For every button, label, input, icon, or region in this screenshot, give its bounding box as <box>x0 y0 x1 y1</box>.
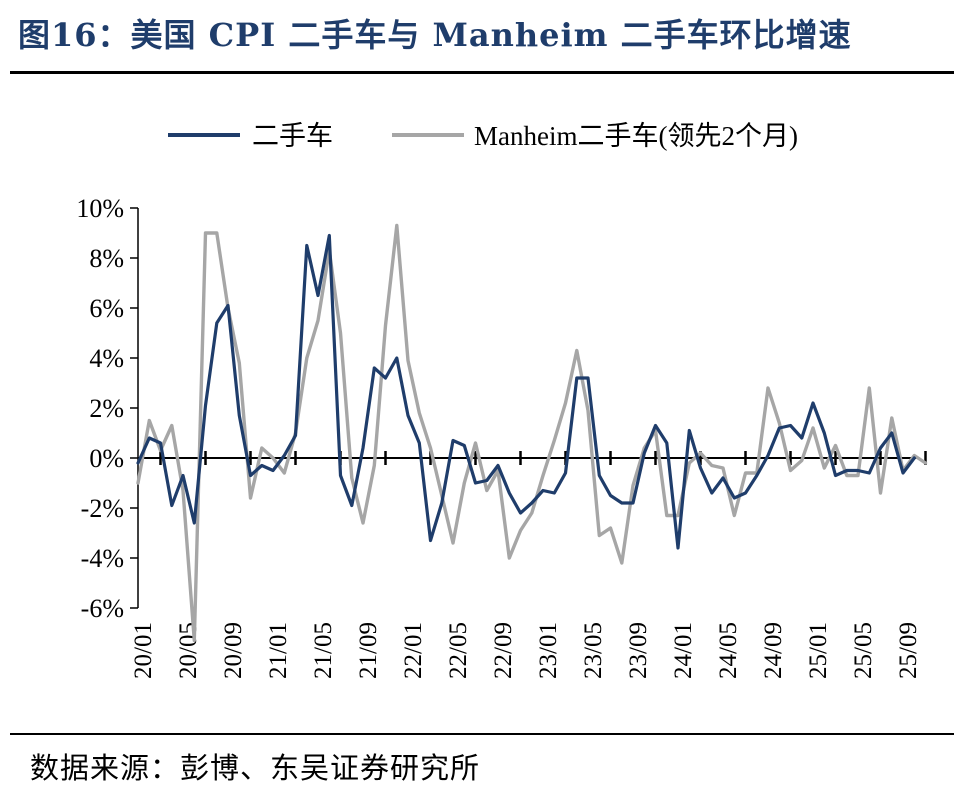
y-tick-label: 2% <box>89 394 124 423</box>
y-tick-label: 0% <box>89 444 124 473</box>
y-tick-label: 8% <box>89 244 124 273</box>
series-line-cpi <box>136 233 916 550</box>
chart-title: 图16：美国 CPI 二手车与 Manheim 二手车环比增速 <box>18 16 852 54</box>
x-tick-label: 24/09 <box>760 622 787 679</box>
x-tick-label: 20/09 <box>220 622 247 679</box>
x-tick-label: 20/01 <box>130 622 157 679</box>
x-axis: 20/01 20/05 20/09 21/01 21/05 21/09 22/01 22/05… <box>130 451 927 679</box>
footer-divider <box>10 733 954 735</box>
series-line-manheim <box>136 223 928 643</box>
x-tick-label: 22/09 <box>490 622 517 679</box>
y-axis: 10% 8% 6% 4% 2% 0% -2% -4% -6% <box>76 194 139 623</box>
x-tick-label: 22/05 <box>445 622 472 679</box>
y-tick-label: 6% <box>89 294 124 323</box>
x-tick-label: 21/05 <box>310 622 337 679</box>
title-divider <box>10 71 954 74</box>
x-tick-label: 25/05 <box>850 622 877 679</box>
x-tick-label: 23/01 <box>535 622 562 679</box>
plot-lines <box>136 223 928 643</box>
x-tick-label: 24/01 <box>670 622 697 679</box>
x-tick-label: 24/05 <box>715 622 742 679</box>
x-tick-label: 21/01 <box>265 622 292 679</box>
x-tick-label: 22/01 <box>400 622 427 679</box>
data-source: 数据来源：彭博、东吴证券研究所 <box>30 751 481 785</box>
y-tick-label: -6% <box>81 594 124 623</box>
y-tick-label: 10% <box>76 194 124 223</box>
y-tick-label: 4% <box>89 344 124 373</box>
x-tick-label: 21/09 <box>355 622 382 679</box>
y-tick-label: -2% <box>81 494 124 523</box>
x-tick-label: 20/05 <box>175 622 202 679</box>
legend: 二手车 Manheim二手车(领先2个月) <box>168 121 798 151</box>
x-tick-label: 23/05 <box>580 622 607 679</box>
legend-label-manheim: Manheim二手车(领先2个月) <box>474 121 798 151</box>
line-chart: 二手车 Manheim二手车(领先2个月) 10% 8% 6% 4% 2% 0% -2% -4… <box>76 121 928 679</box>
x-tick-label: 23/09 <box>625 622 652 679</box>
x-tick-label: 25/01 <box>805 622 832 679</box>
x-tick-label: 25/09 <box>895 622 922 679</box>
legend-label-cpi: 二手车 <box>252 121 333 151</box>
y-tick-label: -4% <box>81 544 124 573</box>
